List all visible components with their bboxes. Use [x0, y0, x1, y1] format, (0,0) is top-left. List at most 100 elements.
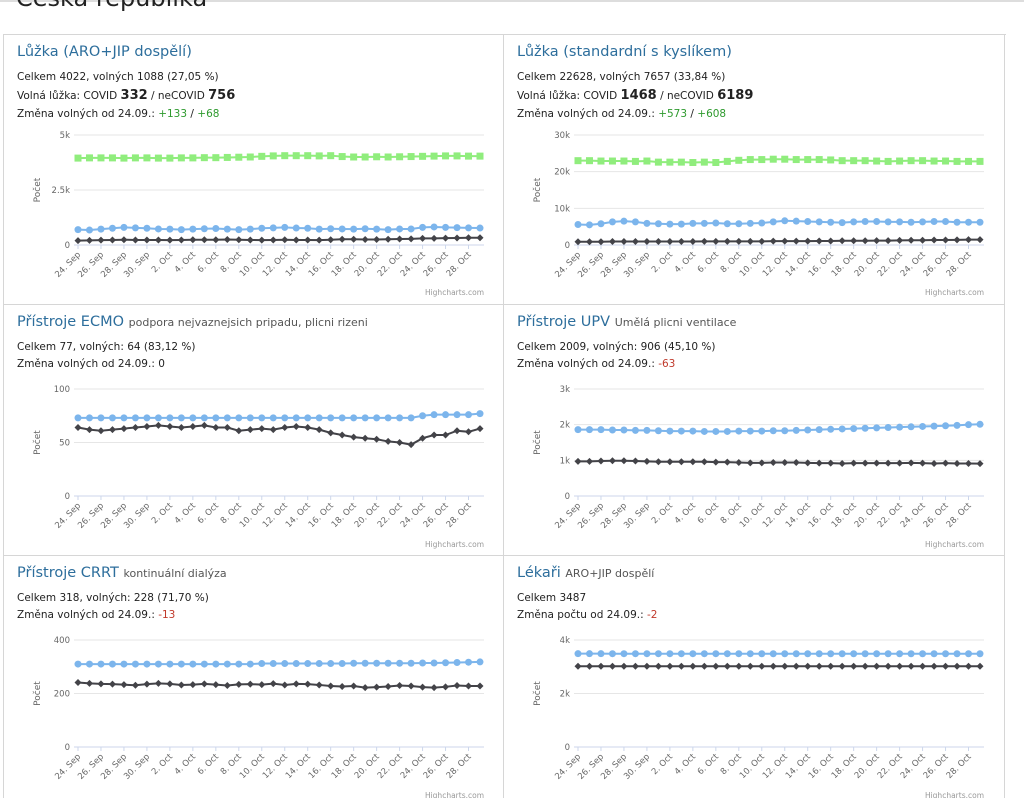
data-point: [338, 683, 346, 691]
data-point: [884, 424, 892, 432]
data-point: [907, 650, 915, 658]
data-point: [792, 458, 800, 466]
x-tick-label: 4. Oct: [673, 250, 699, 276]
data-point: [873, 650, 881, 658]
data-point: [838, 650, 846, 658]
data-point: [689, 159, 697, 166]
data-point: [827, 650, 835, 658]
data-point: [735, 220, 743, 228]
card-subtitle: podpora nejvaznejsich pripadu, plicni ri…: [128, 316, 368, 329]
data-point: [896, 459, 904, 467]
y-tick-label: 30k: [554, 131, 570, 141]
page-title: Česká republika: [16, 0, 207, 12]
data-point: [597, 650, 605, 658]
data-point: [430, 234, 438, 242]
data-point: [597, 457, 605, 465]
change-prefix: Změna volných od 24.09.:: [17, 358, 159, 370]
change-value: +573: [658, 108, 688, 120]
data-point: [246, 660, 254, 668]
data-point: [189, 154, 197, 162]
data-point: [884, 237, 892, 245]
data-point: [200, 680, 208, 688]
necovid-value: 756: [208, 88, 236, 103]
data-point: [396, 681, 404, 689]
data-point: [781, 650, 789, 658]
data-point: [965, 460, 973, 468]
y-tick-label: 0: [565, 492, 570, 502]
data-point: [585, 426, 593, 434]
data-point: [350, 153, 358, 161]
x-tick-label: 2. Oct: [650, 752, 676, 778]
data-point: [407, 441, 415, 449]
data-point: [838, 425, 846, 433]
data-point: [338, 660, 346, 668]
x-tick-label: 28. Oct: [445, 501, 474, 530]
data-point: [712, 219, 720, 227]
y-axis-title: Počet: [532, 430, 543, 455]
data-point: [585, 650, 593, 658]
data-point: [97, 427, 105, 435]
data-point: [769, 237, 777, 245]
data-point: [574, 426, 582, 434]
data-point: [804, 426, 812, 434]
x-tick-label: 4. Oct: [673, 501, 699, 527]
data-point: [120, 425, 128, 433]
x-tick-label: 6. Oct: [696, 501, 722, 527]
data-point: [166, 422, 174, 430]
x-tick-label: 2. Oct: [150, 752, 176, 778]
data-point: [396, 439, 404, 446]
data-point: [838, 460, 846, 468]
top-divider: [0, 0, 1024, 2]
data-point: [465, 234, 473, 242]
data-point: [465, 682, 473, 690]
data-point: [700, 458, 708, 466]
data-point: [223, 660, 231, 668]
change-prefix: Změna počtu od 24.09.:: [517, 609, 647, 621]
data-point: [143, 680, 151, 688]
data-point: [177, 681, 185, 689]
data-point: [269, 414, 277, 422]
data-point: [327, 414, 335, 422]
data-point: [953, 650, 961, 658]
card-beds-icu: Lůžka (ARO+JIP dospělí) Celkem 4022, vol…: [3, 35, 504, 305]
data-point: [976, 420, 984, 428]
data-point: [666, 650, 674, 658]
data-point: [850, 237, 858, 245]
y-tick-label: 3k: [560, 385, 570, 395]
data-point: [677, 158, 685, 166]
data-point: [953, 460, 961, 468]
data-point: [246, 225, 254, 233]
x-tick-label: 2. Oct: [650, 501, 676, 527]
data-point: [597, 662, 605, 670]
y-tick-label: 0: [65, 241, 70, 251]
data-point: [746, 219, 754, 227]
data-point: [723, 220, 731, 228]
data-point: [269, 680, 277, 688]
data-point: [712, 458, 720, 466]
y-tick-label: 2k: [560, 421, 570, 431]
chart-credits: Highcharts.com: [925, 791, 984, 798]
data-point: [620, 650, 628, 658]
data-point: [154, 679, 162, 687]
x-tick-label: 2. Oct: [150, 250, 176, 276]
data-point: [177, 660, 185, 668]
card-subtitle: ARO+JIP dospělí: [565, 567, 655, 580]
data-point: [292, 414, 300, 422]
data-point: [804, 218, 812, 226]
data-point: [453, 658, 461, 666]
data-point: [131, 660, 139, 668]
data-point: [281, 223, 289, 231]
data-point: [350, 235, 358, 243]
data-point: [574, 650, 582, 658]
data-point: [453, 224, 461, 232]
necovid-value: 6189: [717, 88, 754, 103]
card-title: Lůžka (standardní s kyslíkem): [517, 44, 732, 60]
data-point: [396, 225, 404, 233]
data-point: [476, 152, 484, 160]
data-point: [942, 650, 950, 658]
data-point: [212, 236, 220, 244]
data-point: [74, 154, 82, 162]
data-point: [97, 680, 105, 688]
data-point: [930, 157, 938, 165]
